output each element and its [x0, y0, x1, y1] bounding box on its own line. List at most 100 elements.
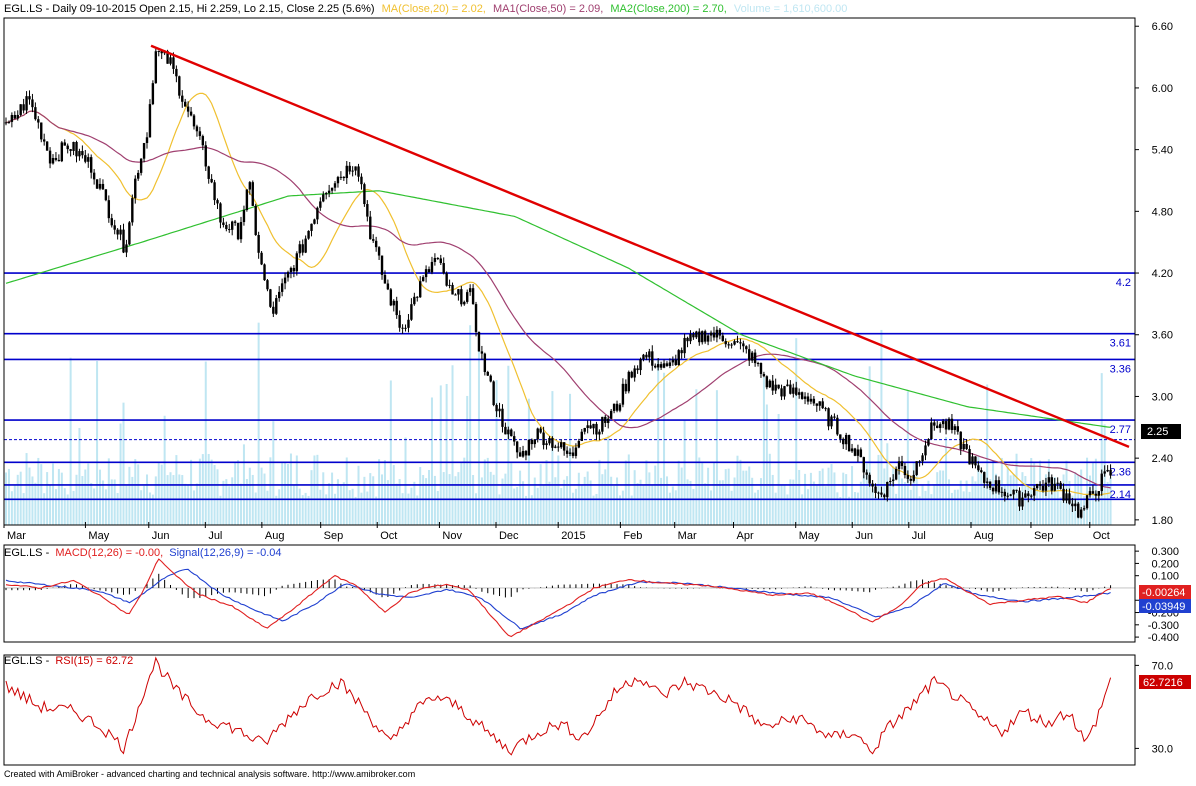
volume-bar	[780, 484, 783, 525]
price-bar	[709, 332, 713, 336]
price-bar	[630, 371, 633, 378]
price-bar	[34, 107, 37, 120]
price-bar	[871, 483, 874, 487]
volume-bar	[93, 488, 96, 525]
price-bar	[962, 443, 965, 450]
volume-bar	[818, 470, 821, 525]
date-tick-label: Sep	[1034, 530, 1054, 542]
volume-bar	[792, 479, 795, 525]
volume-bar	[460, 461, 463, 525]
volume-bar	[430, 397, 433, 525]
volume-bar	[530, 495, 533, 525]
volume-bar	[248, 467, 251, 525]
volume-bar	[871, 488, 874, 525]
volume-bar	[113, 479, 116, 525]
volume-bar	[898, 465, 901, 525]
price-bar	[89, 157, 93, 173]
volume-bar	[759, 478, 762, 525]
price-bar	[251, 182, 254, 206]
rsi-tick-label: 30.0	[1152, 743, 1173, 755]
volume-bar	[154, 476, 157, 525]
volume-bar	[184, 483, 187, 525]
price-bar	[1056, 482, 1059, 484]
price-bar	[1041, 485, 1045, 491]
volume-bar	[295, 455, 298, 525]
price-bar	[956, 426, 960, 432]
price-bar	[586, 425, 589, 429]
volume-bar	[157, 462, 160, 525]
price-bar	[445, 273, 448, 286]
volume-bar	[721, 480, 724, 525]
volume-bar	[410, 487, 413, 525]
volume-bar	[260, 467, 263, 525]
price-bar	[466, 292, 469, 302]
price-bar	[410, 304, 413, 320]
volume-bar	[128, 466, 131, 525]
volume-bar	[216, 469, 219, 525]
volume-bar	[125, 485, 128, 525]
price-title-volume: Volume = 1,610,600.00	[734, 3, 847, 15]
volume-bar	[292, 485, 295, 525]
price-bar	[997, 480, 1001, 493]
volume-bar	[90, 482, 93, 525]
volume-bar	[195, 483, 198, 525]
volume-bar	[1080, 469, 1083, 525]
rsi-panel-frame	[3, 654, 1136, 766]
volume-bar	[1053, 477, 1056, 525]
volume-bar	[360, 492, 363, 525]
price-bar	[369, 216, 372, 240]
volume-bar	[959, 480, 962, 525]
price-bar	[862, 457, 865, 473]
ma20-line	[5, 92, 1111, 496]
volume-bar	[945, 436, 948, 525]
volume-bar	[536, 487, 539, 525]
price-bar	[774, 384, 777, 391]
price-bar	[98, 183, 102, 189]
volume-bar	[939, 470, 942, 525]
price-bar	[985, 481, 989, 483]
price-title-ma200: MA2(Close,200) = 2.70,	[610, 3, 726, 15]
volume-bar	[190, 459, 193, 525]
price-bar	[595, 423, 598, 435]
volume-bar	[542, 485, 545, 525]
volume-bar	[624, 460, 627, 525]
price-bar	[765, 376, 769, 388]
price-bar	[460, 289, 463, 305]
price-bar	[906, 475, 910, 479]
volume-bar	[134, 459, 137, 525]
volume-bar	[348, 490, 351, 525]
price-bar	[325, 193, 328, 195]
price-bar	[1077, 503, 1080, 518]
volume-bar	[853, 492, 856, 525]
volume-bar	[571, 492, 574, 525]
price-bar	[207, 166, 210, 179]
volume-bar	[234, 462, 237, 525]
macd-tick-label: -0.300	[1148, 620, 1179, 632]
price-bar	[7, 121, 11, 123]
price-bar	[915, 461, 918, 475]
price-bar	[507, 429, 510, 435]
volume-bar	[589, 480, 592, 525]
price-bar	[292, 267, 296, 272]
price-bar	[1050, 477, 1054, 491]
price-bar	[874, 486, 877, 493]
volume-bar	[304, 492, 307, 525]
price-bar	[136, 172, 140, 179]
price-title-ma20: MA(Close,20) = 2.02,	[382, 3, 486, 15]
volume-bar	[695, 389, 698, 525]
volume-bar	[583, 476, 586, 525]
volume-bar	[971, 476, 974, 525]
price-bar	[1021, 497, 1024, 507]
volume-bar	[1036, 486, 1039, 525]
volume-bar	[657, 359, 660, 525]
price-bar	[107, 200, 111, 219]
price-bar	[248, 182, 252, 190]
price-bar	[636, 368, 639, 371]
volume-bar	[225, 479, 228, 525]
price-bar	[345, 165, 348, 179]
date-tick-label: Sep	[324, 530, 344, 542]
price-bar	[539, 428, 542, 433]
price-bar	[22, 104, 25, 111]
price-bar	[601, 416, 604, 432]
